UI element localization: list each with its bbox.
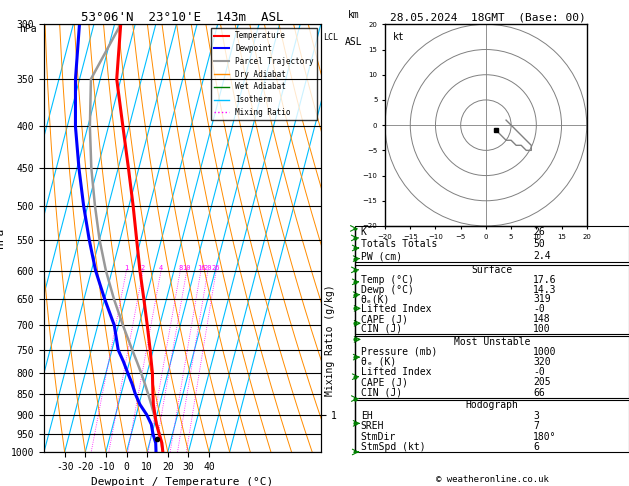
Text: 319: 319: [533, 295, 551, 304]
Text: StmSpd (kt): StmSpd (kt): [361, 442, 425, 452]
Text: θₑ(K): θₑ(K): [361, 295, 390, 304]
Text: SREH: SREH: [361, 421, 384, 431]
Bar: [355, 336, 629, 398]
Text: Most Unstable: Most Unstable: [454, 337, 530, 347]
Text: 10: 10: [182, 264, 191, 271]
Text: Lifted Index: Lifted Index: [361, 304, 431, 314]
Text: 4: 4: [159, 264, 163, 271]
Bar: [355, 226, 629, 262]
Text: 180°: 180°: [533, 432, 557, 442]
Text: km: km: [348, 10, 360, 20]
Text: 16: 16: [197, 264, 205, 271]
Text: 320: 320: [533, 357, 551, 367]
Text: 100: 100: [533, 324, 551, 334]
Text: ASL: ASL: [345, 37, 363, 47]
Text: Mixing Ratio (g/kg): Mixing Ratio (g/kg): [325, 284, 335, 396]
Text: 2: 2: [141, 264, 145, 271]
Bar: [355, 265, 629, 334]
Text: 8: 8: [178, 264, 182, 271]
Text: CIN (J): CIN (J): [361, 324, 402, 334]
Text: 28.05.2024  18GMT  (Base: 00): 28.05.2024 18GMT (Base: 00): [389, 12, 586, 22]
Text: K: K: [361, 227, 367, 237]
Text: StmDir: StmDir: [361, 432, 396, 442]
Y-axis label: hPa: hPa: [0, 228, 5, 248]
Text: Totals Totals: Totals Totals: [361, 239, 437, 249]
X-axis label: Dewpoint / Temperature (°C): Dewpoint / Temperature (°C): [91, 477, 274, 486]
Text: Temp (°C): Temp (°C): [361, 275, 414, 285]
Text: 17.6: 17.6: [533, 275, 557, 285]
Text: © weatheronline.co.uk: © weatheronline.co.uk: [436, 475, 548, 484]
Text: -0: -0: [533, 304, 545, 314]
Text: 1: 1: [125, 264, 128, 271]
Text: 1000: 1000: [533, 347, 557, 357]
Text: CIN (J): CIN (J): [361, 387, 402, 398]
Text: 2.4: 2.4: [533, 251, 551, 261]
Text: 26: 26: [212, 264, 220, 271]
Text: LCL: LCL: [323, 33, 338, 42]
Text: Lifted Index: Lifted Index: [361, 367, 431, 377]
Text: 50: 50: [533, 239, 545, 249]
Text: Surface: Surface: [472, 265, 513, 275]
Text: EH: EH: [361, 411, 372, 421]
Title: 53°06'N  23°10'E  143m  ASL: 53°06'N 23°10'E 143m ASL: [81, 11, 284, 24]
Text: 26: 26: [533, 227, 545, 237]
Text: 6: 6: [533, 442, 539, 452]
Legend: Temperature, Dewpoint, Parcel Trajectory, Dry Adiabat, Wet Adiabat, Isotherm, Mi: Temperature, Dewpoint, Parcel Trajectory…: [211, 28, 317, 120]
Text: kt: kt: [393, 33, 405, 42]
Text: CAPE (J): CAPE (J): [361, 314, 408, 324]
Text: 148: 148: [533, 314, 551, 324]
Text: 3: 3: [533, 411, 539, 421]
Text: Dewp (°C): Dewp (°C): [361, 285, 414, 295]
Text: Hodograph: Hodograph: [465, 400, 519, 410]
Text: θₑ (K): θₑ (K): [361, 357, 396, 367]
Text: 7: 7: [533, 421, 539, 431]
Text: Pressure (mb): Pressure (mb): [361, 347, 437, 357]
Text: 205: 205: [533, 377, 551, 387]
Text: PW (cm): PW (cm): [361, 251, 402, 261]
Bar: [355, 400, 629, 452]
Text: -0: -0: [533, 367, 545, 377]
Text: hPa: hPa: [19, 24, 36, 35]
Text: 66: 66: [533, 387, 545, 398]
Text: CAPE (J): CAPE (J): [361, 377, 408, 387]
Text: 14.3: 14.3: [533, 285, 557, 295]
Text: 20: 20: [204, 264, 212, 271]
